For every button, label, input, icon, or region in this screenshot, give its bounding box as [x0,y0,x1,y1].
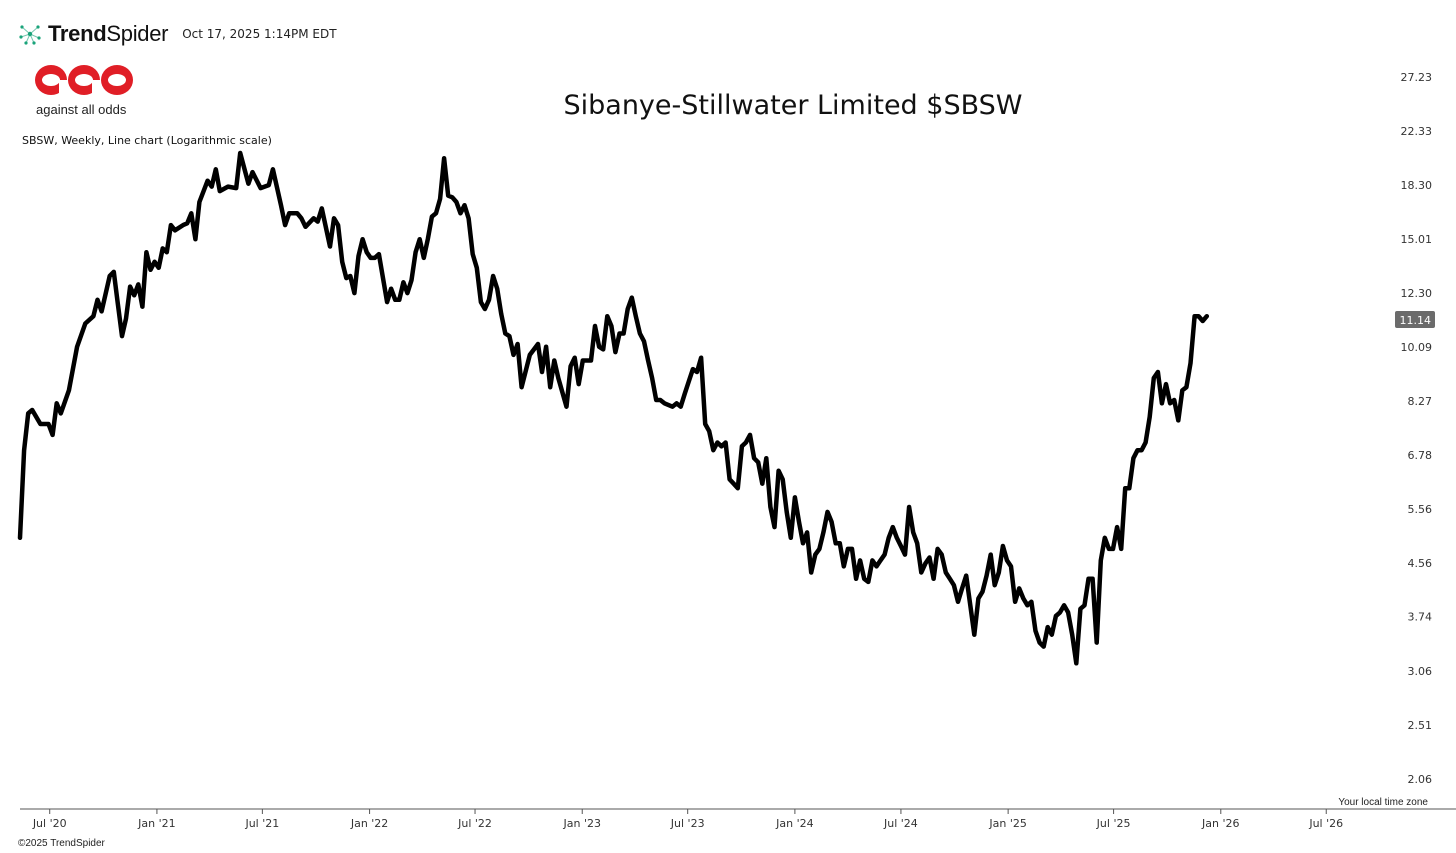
y-tick-label: 5.56 [1408,503,1433,516]
y-tick-label: 6.78 [1408,449,1433,462]
x-axis: Jul '20 Jan '21 Jul '21 Jan '22 Jul '22 Jan '… [20,808,1456,830]
x-tick-label: Jul '20 [32,817,67,830]
y-axis: 27.23 22.33 18.30 15.01 12.30 10.09 8.27 6.78 5.… [1401,71,1433,786]
y-tick-label: 8.27 [1408,395,1433,408]
y-tick-label: 3.74 [1408,611,1433,624]
y-tick-label: 2.06 [1408,773,1433,786]
trendspider-logo: TrendSpider [18,21,169,47]
y-tick-label: 18.30 [1401,179,1433,192]
timezone-note: Your local time zone [1338,797,1428,808]
y-tick-label: 22.33 [1401,125,1433,138]
trendspider-icon [19,25,41,45]
y-tick-label: 10.09 [1401,341,1433,354]
x-tick-label: Jan '21 [137,817,175,830]
chart-timestamp: Oct 17, 2025 1:14PM EDT [182,27,337,41]
x-tick-label: Jul '22 [457,817,492,830]
y-tick-label: 2.51 [1408,719,1433,732]
x-tick-label: Jan '26 [1201,817,1239,830]
y-tick-label: 15.01 [1401,233,1433,246]
x-tick-label: Jan '25 [988,817,1026,830]
last-price-label: 11.14 [1400,314,1432,327]
x-tick-label: Jul '26 [1308,817,1343,830]
y-tick-label: 3.06 [1408,665,1433,678]
x-tick-label: Jul '21 [244,817,279,830]
x-tick-label: Jul '23 [670,817,705,830]
y-tick-label: 12.30 [1401,287,1433,300]
chart-subtitle: SBSW, Weekly, Line chart (Logarithmic sc… [22,134,272,147]
x-tick-label: Jan '23 [562,817,600,830]
last-price-badge-bg [1395,311,1435,329]
last-price-badge: 11.14 [1395,311,1435,329]
x-tick-label: Jan '24 [775,817,813,830]
header: TrendSpider Oct 17, 2025 1:14PM EDT [18,20,337,48]
y-tick-label: 27.23 [1401,71,1433,84]
price-line [17,150,1210,666]
x-tick-label: Jul '24 [883,817,918,830]
y-tick-label: 4.56 [1408,557,1433,570]
x-tick-label: Jul '25 [1096,817,1131,830]
aao-logo: aao [35,65,133,96]
aao-caption: against all odds [36,102,127,117]
brand-name: TrendSpider [48,21,169,46]
chart-title: Sibanye-Stillwater Limited $SBSW [563,90,1023,121]
x-tick-label: Jan '22 [350,817,388,830]
copyright: ©2025 TrendSpider [18,838,105,849]
